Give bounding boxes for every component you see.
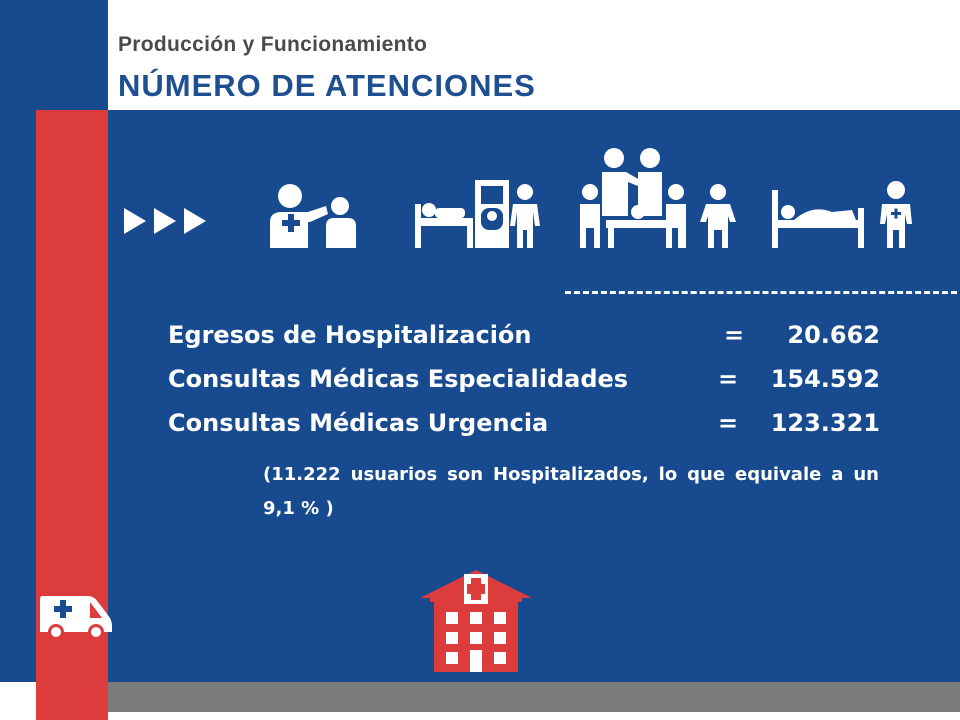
ambulance-icon <box>40 596 112 640</box>
arrows-icon <box>124 208 206 234</box>
header: Producción y Funcionamiento NÚMERO DE AT… <box>108 0 960 110</box>
stat-row-egresos: Egresos de Hospitalización = 20.662 <box>168 321 880 361</box>
page-subtitle: Producción y Funcionamiento <box>118 33 428 56</box>
hospitalization-note: (11.222 usuarios son Hospitalizados, lo … <box>263 464 879 519</box>
stat-equals: = <box>724 321 745 349</box>
patient-bed-nurse-icon <box>772 181 912 248</box>
bottom-corner <box>0 682 36 720</box>
medical-team-icon <box>580 148 736 248</box>
footer-gray-bar <box>108 682 960 712</box>
stat-label: Consultas Médicas Especialidades <box>168 365 629 393</box>
stat-row-urgencia: Consultas Médicas Urgencia = 123.321 <box>168 409 880 449</box>
stat-label: Consultas Médicas Urgencia <box>168 409 549 437</box>
stat-equals: = <box>718 365 739 393</box>
stat-row-especialidades: Consultas Médicas Especialidades = 154.5… <box>168 365 880 405</box>
stat-value: 20.662 <box>787 321 880 349</box>
stat-equals: = <box>718 409 739 437</box>
patient-consult-icon <box>270 184 356 248</box>
page-title: NÚMERO DE ATENCIONES <box>118 68 536 103</box>
stat-value: 123.321 <box>770 409 880 437</box>
stat-value: 154.592 <box>770 365 880 393</box>
hospital-building-icon <box>420 570 532 672</box>
stat-label: Egresos de Hospitalización <box>168 321 532 349</box>
hospital-bed-door-icon <box>415 180 540 248</box>
dashed-separator <box>565 291 957 294</box>
